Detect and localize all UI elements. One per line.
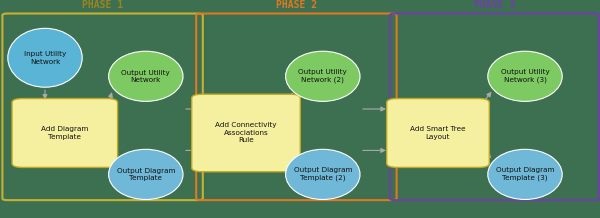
- Text: Add Smart Tree
Layout: Add Smart Tree Layout: [410, 126, 466, 140]
- Ellipse shape: [109, 149, 183, 199]
- Text: Output Utility
Network (3): Output Utility Network (3): [500, 69, 550, 83]
- Text: Output Diagram
Template (3): Output Diagram Template (3): [496, 167, 554, 181]
- Ellipse shape: [8, 28, 82, 87]
- Text: PHASE 2: PHASE 2: [276, 0, 317, 10]
- Text: Output Utility
Network (2): Output Utility Network (2): [298, 69, 347, 83]
- Ellipse shape: [286, 149, 360, 199]
- Ellipse shape: [488, 149, 562, 199]
- Text: Output Diagram
Template: Output Diagram Template: [116, 168, 175, 181]
- Text: Output Diagram
Template (2): Output Diagram Template (2): [293, 167, 352, 181]
- Ellipse shape: [109, 51, 183, 101]
- FancyBboxPatch shape: [191, 94, 300, 172]
- Text: PHASE 1: PHASE 1: [82, 0, 123, 10]
- FancyBboxPatch shape: [387, 99, 490, 167]
- FancyBboxPatch shape: [12, 99, 118, 167]
- Text: Add Diagram
Template: Add Diagram Template: [41, 126, 88, 140]
- Text: Input Utility
Network: Input Utility Network: [24, 51, 66, 65]
- Ellipse shape: [488, 51, 562, 101]
- Text: PHASE 3: PHASE 3: [474, 0, 515, 10]
- Text: Add Connectivity
Associations
Rule: Add Connectivity Associations Rule: [215, 123, 277, 143]
- Ellipse shape: [286, 51, 360, 101]
- Text: Output Utility
Network: Output Utility Network: [121, 70, 170, 83]
